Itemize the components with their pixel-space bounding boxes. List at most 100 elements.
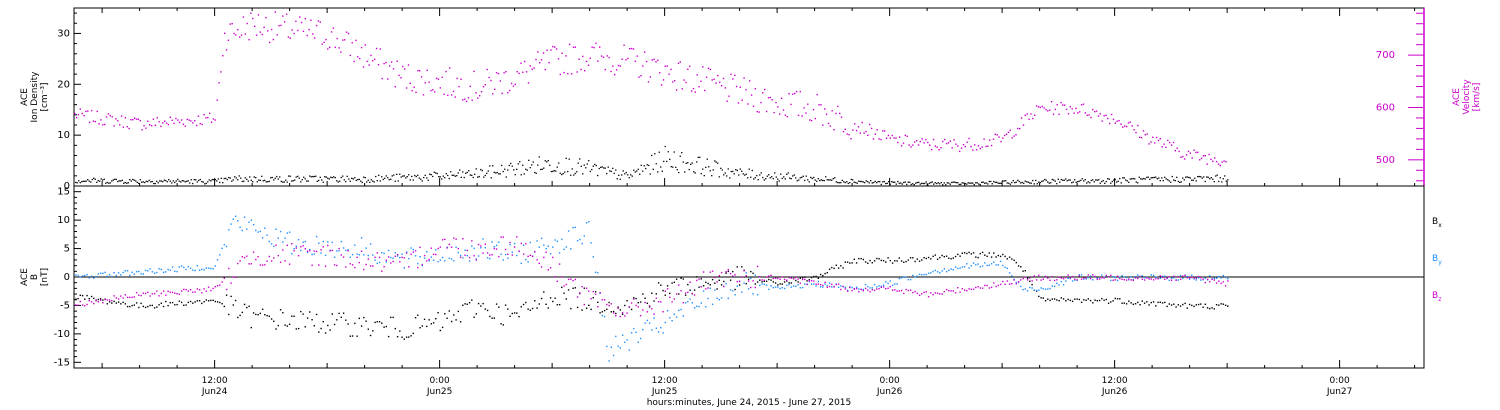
bz-point [779,278,781,280]
density-point [360,180,362,182]
by-point [822,286,824,288]
density-point [192,182,194,185]
density-point [628,177,630,179]
velocity-point [1180,156,1182,158]
density-point [94,178,96,180]
legend-bz-sub: z [1438,296,1441,303]
bz-point [1107,276,1110,278]
bx-point [504,304,507,306]
bx-point [959,255,961,257]
bx-point [549,297,552,299]
density-point [739,168,741,170]
by-point [882,284,885,286]
density-point [1059,181,1061,183]
by-point [1128,279,1130,281]
velocity-tick-label: 500 [1376,155,1395,166]
by-point [455,246,457,248]
bz-point [770,274,772,276]
bz-point [741,276,743,278]
by-point [1224,276,1227,279]
density-point [1056,183,1058,185]
velocity-point [366,60,368,63]
velocity-point [1225,161,1227,163]
by-point [894,283,896,285]
density-point [1132,177,1134,180]
density-point [345,180,347,183]
density-point [813,176,815,179]
density-point [1137,182,1139,184]
bx-point [950,258,952,260]
density-point [999,182,1001,184]
density-point [1063,179,1065,181]
by-point [1044,288,1047,290]
velocity-point [840,116,843,118]
velocity-point [349,54,351,57]
density-point [300,181,302,183]
by-point [97,273,99,275]
by-point [851,286,853,289]
density-point [763,179,765,181]
density-point [376,180,378,182]
density-point [507,169,509,171]
velocity-point [668,73,670,75]
density-point [1020,182,1022,184]
density-point [174,181,176,184]
bx-point [927,256,930,259]
velocity-point [850,138,852,140]
bx-point [979,252,981,255]
bz-point [1227,280,1229,282]
bz-point [421,263,423,266]
density-point [622,170,624,172]
velocity-point [190,120,192,122]
bz-point [921,293,923,295]
by-point [761,283,763,285]
density-point [1105,180,1107,183]
density-point [378,174,380,176]
bz-point [752,280,754,282]
velocity-point [1185,154,1188,156]
by-point [477,255,480,257]
bx-point [230,295,232,298]
bx-point [810,276,813,279]
bz-point [405,252,408,254]
density-point [528,159,530,161]
bz-point [936,292,939,294]
velocity-point [484,84,486,86]
velocity-point [660,84,663,86]
by-point [963,266,966,268]
velocity-point [1214,157,1216,159]
by-point [286,232,288,234]
velocity-point [1088,114,1090,116]
bz-point [1177,275,1179,278]
bz-point [1056,279,1058,281]
velocity-point [683,79,685,81]
velocity-point [1082,103,1085,105]
velocity-point [1037,106,1040,108]
bx-point [1186,307,1188,309]
velocity-point [400,77,402,79]
bz-point [700,286,702,288]
field-tick-label: -5 [60,300,70,311]
bz-point [1130,279,1132,281]
by-point [183,266,185,269]
bx-point [423,318,426,320]
by-point [1040,287,1042,289]
by-point [432,259,435,261]
by-point [837,286,840,288]
density-point [742,173,744,175]
density-point [744,174,746,176]
by-point [608,360,610,362]
bz-point [237,262,239,265]
density-tick-label: 10 [57,130,70,141]
density-point [757,179,759,181]
velocity-point [505,71,507,73]
density-point [99,180,101,182]
bz-point [1218,280,1220,282]
velocity-point [1079,111,1081,113]
by-point [241,229,243,232]
density-point [520,174,522,176]
bx-point [936,258,939,260]
density-point [940,181,942,184]
bx-point [682,278,684,280]
density-point [711,175,713,177]
